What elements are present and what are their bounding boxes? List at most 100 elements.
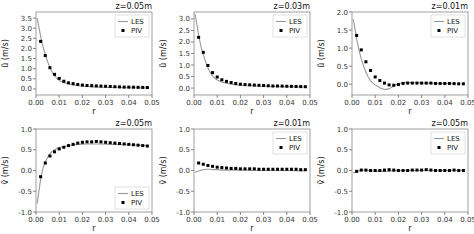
point xyxy=(304,168,307,171)
y-tick xyxy=(349,66,352,67)
y-tick xyxy=(33,129,36,130)
data-layer xyxy=(37,140,149,204)
point xyxy=(355,34,358,37)
point xyxy=(257,168,260,171)
y-tick-label: 2.5 xyxy=(21,35,32,43)
y-tick-label: 1.5 xyxy=(337,27,348,35)
y-tick-label: 1.5 xyxy=(179,50,190,58)
y-tick-label: 3.0 xyxy=(179,15,190,23)
legend-swatch xyxy=(438,146,441,149)
y-label: ṽ (m/s) xyxy=(159,156,168,184)
y-tick-label: 2.0 xyxy=(21,45,32,53)
point xyxy=(355,170,358,173)
point xyxy=(146,86,149,89)
point xyxy=(415,169,418,172)
title: z=0.05m xyxy=(431,119,468,128)
x-tick xyxy=(398,212,399,215)
y-tick xyxy=(33,212,36,213)
x-tick xyxy=(310,95,311,98)
point xyxy=(225,80,228,83)
x-tick xyxy=(468,212,469,215)
y-tick-label: 2.5 xyxy=(179,27,190,35)
point xyxy=(262,168,265,171)
plot-area xyxy=(194,12,310,95)
legend: LESPIV xyxy=(115,187,149,209)
title: z=0.05m xyxy=(115,2,152,11)
point xyxy=(95,140,98,143)
point xyxy=(216,76,219,79)
line xyxy=(195,14,305,87)
legend-swatch xyxy=(280,146,283,149)
data-layer xyxy=(37,18,149,89)
x-tick xyxy=(240,95,241,98)
y-tick-label: 0.5 xyxy=(337,63,348,71)
y-tick xyxy=(191,30,194,31)
x-tick-label: 0.02 xyxy=(75,99,91,107)
x-tick-label: 0.01 xyxy=(209,216,225,224)
x-tick xyxy=(421,212,422,215)
plot-area xyxy=(352,129,468,212)
point xyxy=(462,169,465,172)
point xyxy=(67,81,70,84)
point xyxy=(369,169,372,172)
point xyxy=(225,167,228,170)
y-tick-label: 0.5 xyxy=(337,146,348,154)
x-tick xyxy=(59,212,60,215)
legend: LESPIV xyxy=(115,15,149,37)
x-tick xyxy=(152,212,153,215)
plot-frame xyxy=(352,12,468,95)
y-tick-label: -1.0 xyxy=(176,209,190,217)
legend-swatch xyxy=(280,29,283,32)
point xyxy=(271,85,274,88)
x-tick xyxy=(82,95,83,98)
point xyxy=(58,77,61,80)
point xyxy=(127,86,130,89)
point xyxy=(104,141,107,144)
x-tick-label: 0.00 xyxy=(28,216,44,224)
x-tick-label: 0.02 xyxy=(233,99,249,107)
point xyxy=(58,147,61,150)
x-tick-label: 0.04 xyxy=(437,99,453,107)
point xyxy=(206,64,209,67)
x-tick xyxy=(375,212,376,215)
y-tick xyxy=(191,149,194,150)
x-tick xyxy=(194,212,195,215)
point xyxy=(378,79,381,82)
y-tick-label: -0.5 xyxy=(176,188,190,196)
point xyxy=(146,145,149,148)
plot-frame xyxy=(194,12,310,95)
x-tick xyxy=(263,95,264,98)
legend-box xyxy=(115,15,149,37)
point xyxy=(360,169,363,172)
subplot: 0.000.010.020.030.040.05-1.0-0.50.00.51.… xyxy=(1,119,160,233)
x-tick-label: 0.02 xyxy=(391,216,407,224)
subplot: 0.000.010.020.030.040.050.00.51.01.52.0z… xyxy=(317,2,474,116)
point xyxy=(392,169,395,172)
plot-area xyxy=(36,129,152,212)
x-tick-label: 0.00 xyxy=(186,99,202,107)
x-tick-label: 0.03 xyxy=(98,216,114,224)
point xyxy=(39,175,42,178)
legend-label: LES xyxy=(131,18,144,26)
x-tick-label: 0.00 xyxy=(344,99,360,107)
x-tick xyxy=(217,212,218,215)
x-tick xyxy=(152,95,153,98)
legend-box xyxy=(431,15,465,37)
point xyxy=(462,82,465,85)
y-tick-label: 0.5 xyxy=(179,146,190,154)
point xyxy=(383,82,386,85)
y-label: ṽ (m/s) xyxy=(317,156,326,184)
x-tick-label: 0.04 xyxy=(437,216,453,224)
legend-label: PIV xyxy=(131,27,142,35)
point xyxy=(86,84,89,87)
point xyxy=(211,71,214,74)
point xyxy=(253,167,256,170)
legend-label: PIV xyxy=(447,27,458,35)
y-tick-label: 0.0 xyxy=(179,85,190,93)
point xyxy=(230,81,233,84)
point xyxy=(230,167,233,170)
y-tick-label: 3.0 xyxy=(21,25,32,33)
y-tick xyxy=(191,212,194,213)
point xyxy=(76,142,79,145)
subplot: 0.000.010.020.030.040.05-1.0-0.50.00.51.… xyxy=(159,119,318,233)
